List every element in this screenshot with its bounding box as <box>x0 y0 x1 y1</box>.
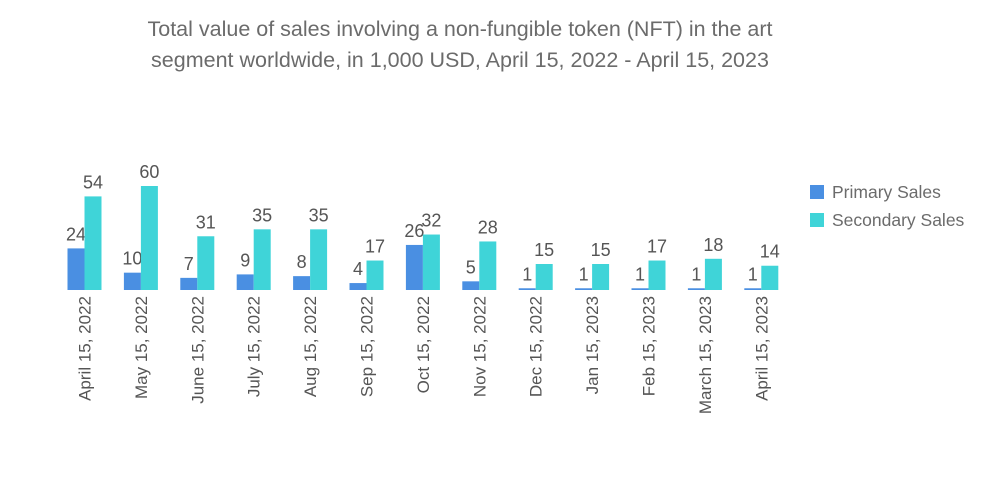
bar-primary-cat-5 <box>349 283 367 290</box>
data-label-primary-cat-9: 1 <box>579 264 589 284</box>
legend-label-secondary-sales: Secondary Sales <box>832 209 965 230</box>
data-label-primary-cat-1: 10 <box>122 249 142 269</box>
bar-secondary-cat-0 <box>84 196 102 290</box>
bar-primary-cat-4 <box>293 276 311 290</box>
data-label-primary-cat-8: 1 <box>522 264 532 284</box>
bar-primary-cat-8 <box>518 288 536 290</box>
legend-swatch-primary-sales <box>810 185 824 199</box>
data-label-primary-cat-3: 9 <box>240 250 250 270</box>
bar-primary-cat-0 <box>67 248 85 290</box>
chart-title-line-2: segment worldwide, in 1,000 USD, April 1… <box>151 48 769 72</box>
bar-secondary-cat-7 <box>479 241 497 290</box>
x-tick-label-cat-8: Dec 15, 2022 <box>527 296 546 397</box>
data-label-secondary-cat-6: 32 <box>421 211 441 231</box>
x-tick-label-cat-11: March 15, 2023 <box>696 296 715 414</box>
data-label-secondary-cat-4: 35 <box>309 205 329 225</box>
bar-secondary-cat-1 <box>140 186 158 290</box>
data-label-secondary-cat-12: 14 <box>760 242 780 262</box>
data-label-primary-cat-6: 26 <box>404 221 424 241</box>
data-label-secondary-cat-9: 15 <box>591 240 611 260</box>
bar-primary-cat-7 <box>462 281 480 290</box>
x-tick-label-cat-6: Oct 15, 2022 <box>414 296 433 393</box>
bar-secondary-cat-3 <box>253 229 271 290</box>
x-tick-label-cat-9: Jan 15, 2023 <box>583 296 602 394</box>
bar-primary-cat-2 <box>180 277 198 290</box>
data-label-secondary-cat-8: 15 <box>534 240 554 260</box>
bar-secondary-cat-12 <box>761 265 779 290</box>
data-label-secondary-cat-1: 60 <box>139 162 159 182</box>
bar-primary-cat-9 <box>575 288 593 290</box>
bar-secondary-cat-11 <box>704 258 722 290</box>
bar-secondary-cat-8 <box>535 264 553 290</box>
x-tick-label-cat-4: Aug 15, 2022 <box>301 296 320 397</box>
legend-item-primary-sales: Primary Sales <box>810 178 964 206</box>
bar-primary-cat-1 <box>123 272 141 290</box>
bar-secondary-cat-6 <box>422 234 440 290</box>
legend-swatch-secondary-sales <box>810 213 824 227</box>
data-label-primary-cat-5: 4 <box>353 259 363 279</box>
bar-secondary-cat-9 <box>592 264 610 290</box>
data-label-primary-cat-12: 1 <box>748 264 758 284</box>
data-label-primary-cat-2: 7 <box>184 254 194 274</box>
bar-secondary-cat-2 <box>197 236 215 290</box>
chart-title-line-1: Total value of sales involving a non-fun… <box>147 17 773 41</box>
x-tick-label-cat-7: Nov 15, 2022 <box>470 296 489 397</box>
x-tick-label-cat-0: April 15, 2022 <box>76 296 95 401</box>
chart-legend: Primary Sales Secondary Sales <box>810 178 964 234</box>
x-tick-label-cat-3: July 15, 2022 <box>245 296 264 397</box>
data-label-primary-cat-4: 8 <box>297 252 307 272</box>
bar-secondary-cat-10 <box>648 260 666 290</box>
x-tick-label-cat-2: June 15, 2022 <box>188 296 207 404</box>
data-label-secondary-cat-10: 17 <box>647 237 667 257</box>
legend-item-secondary-sales: Secondary Sales <box>810 206 964 234</box>
bar-secondary-cat-4 <box>310 229 328 290</box>
bar-primary-cat-12 <box>744 288 762 290</box>
x-tick-label-cat-12: April 15, 2023 <box>752 296 771 401</box>
x-tick-label-cat-10: Feb 15, 2023 <box>640 296 659 396</box>
chart-title: Total value of sales involving a non-fun… <box>40 14 880 76</box>
data-label-secondary-cat-2: 31 <box>196 212 216 232</box>
data-label-secondary-cat-0: 54 <box>83 172 103 192</box>
x-tick-label-cat-1: May 15, 2022 <box>132 296 151 399</box>
data-label-secondary-cat-3: 35 <box>252 205 272 225</box>
data-label-secondary-cat-11: 18 <box>703 235 723 255</box>
bar-primary-cat-10 <box>631 288 649 290</box>
bar-secondary-cat-5 <box>366 260 384 290</box>
data-label-primary-cat-10: 1 <box>635 264 645 284</box>
bar-primary-cat-11 <box>687 288 705 290</box>
data-label-secondary-cat-7: 28 <box>478 217 498 237</box>
data-label-primary-cat-7: 5 <box>466 257 476 277</box>
data-label-primary-cat-11: 1 <box>691 264 701 284</box>
x-tick-label-cat-5: Sep 15, 2022 <box>358 296 377 397</box>
bar-primary-cat-6 <box>405 244 423 290</box>
bar-primary-cat-3 <box>236 274 254 290</box>
data-label-secondary-cat-5: 17 <box>365 237 385 257</box>
legend-label-primary-sales: Primary Sales <box>832 181 941 202</box>
data-label-primary-cat-0: 24 <box>66 224 86 244</box>
